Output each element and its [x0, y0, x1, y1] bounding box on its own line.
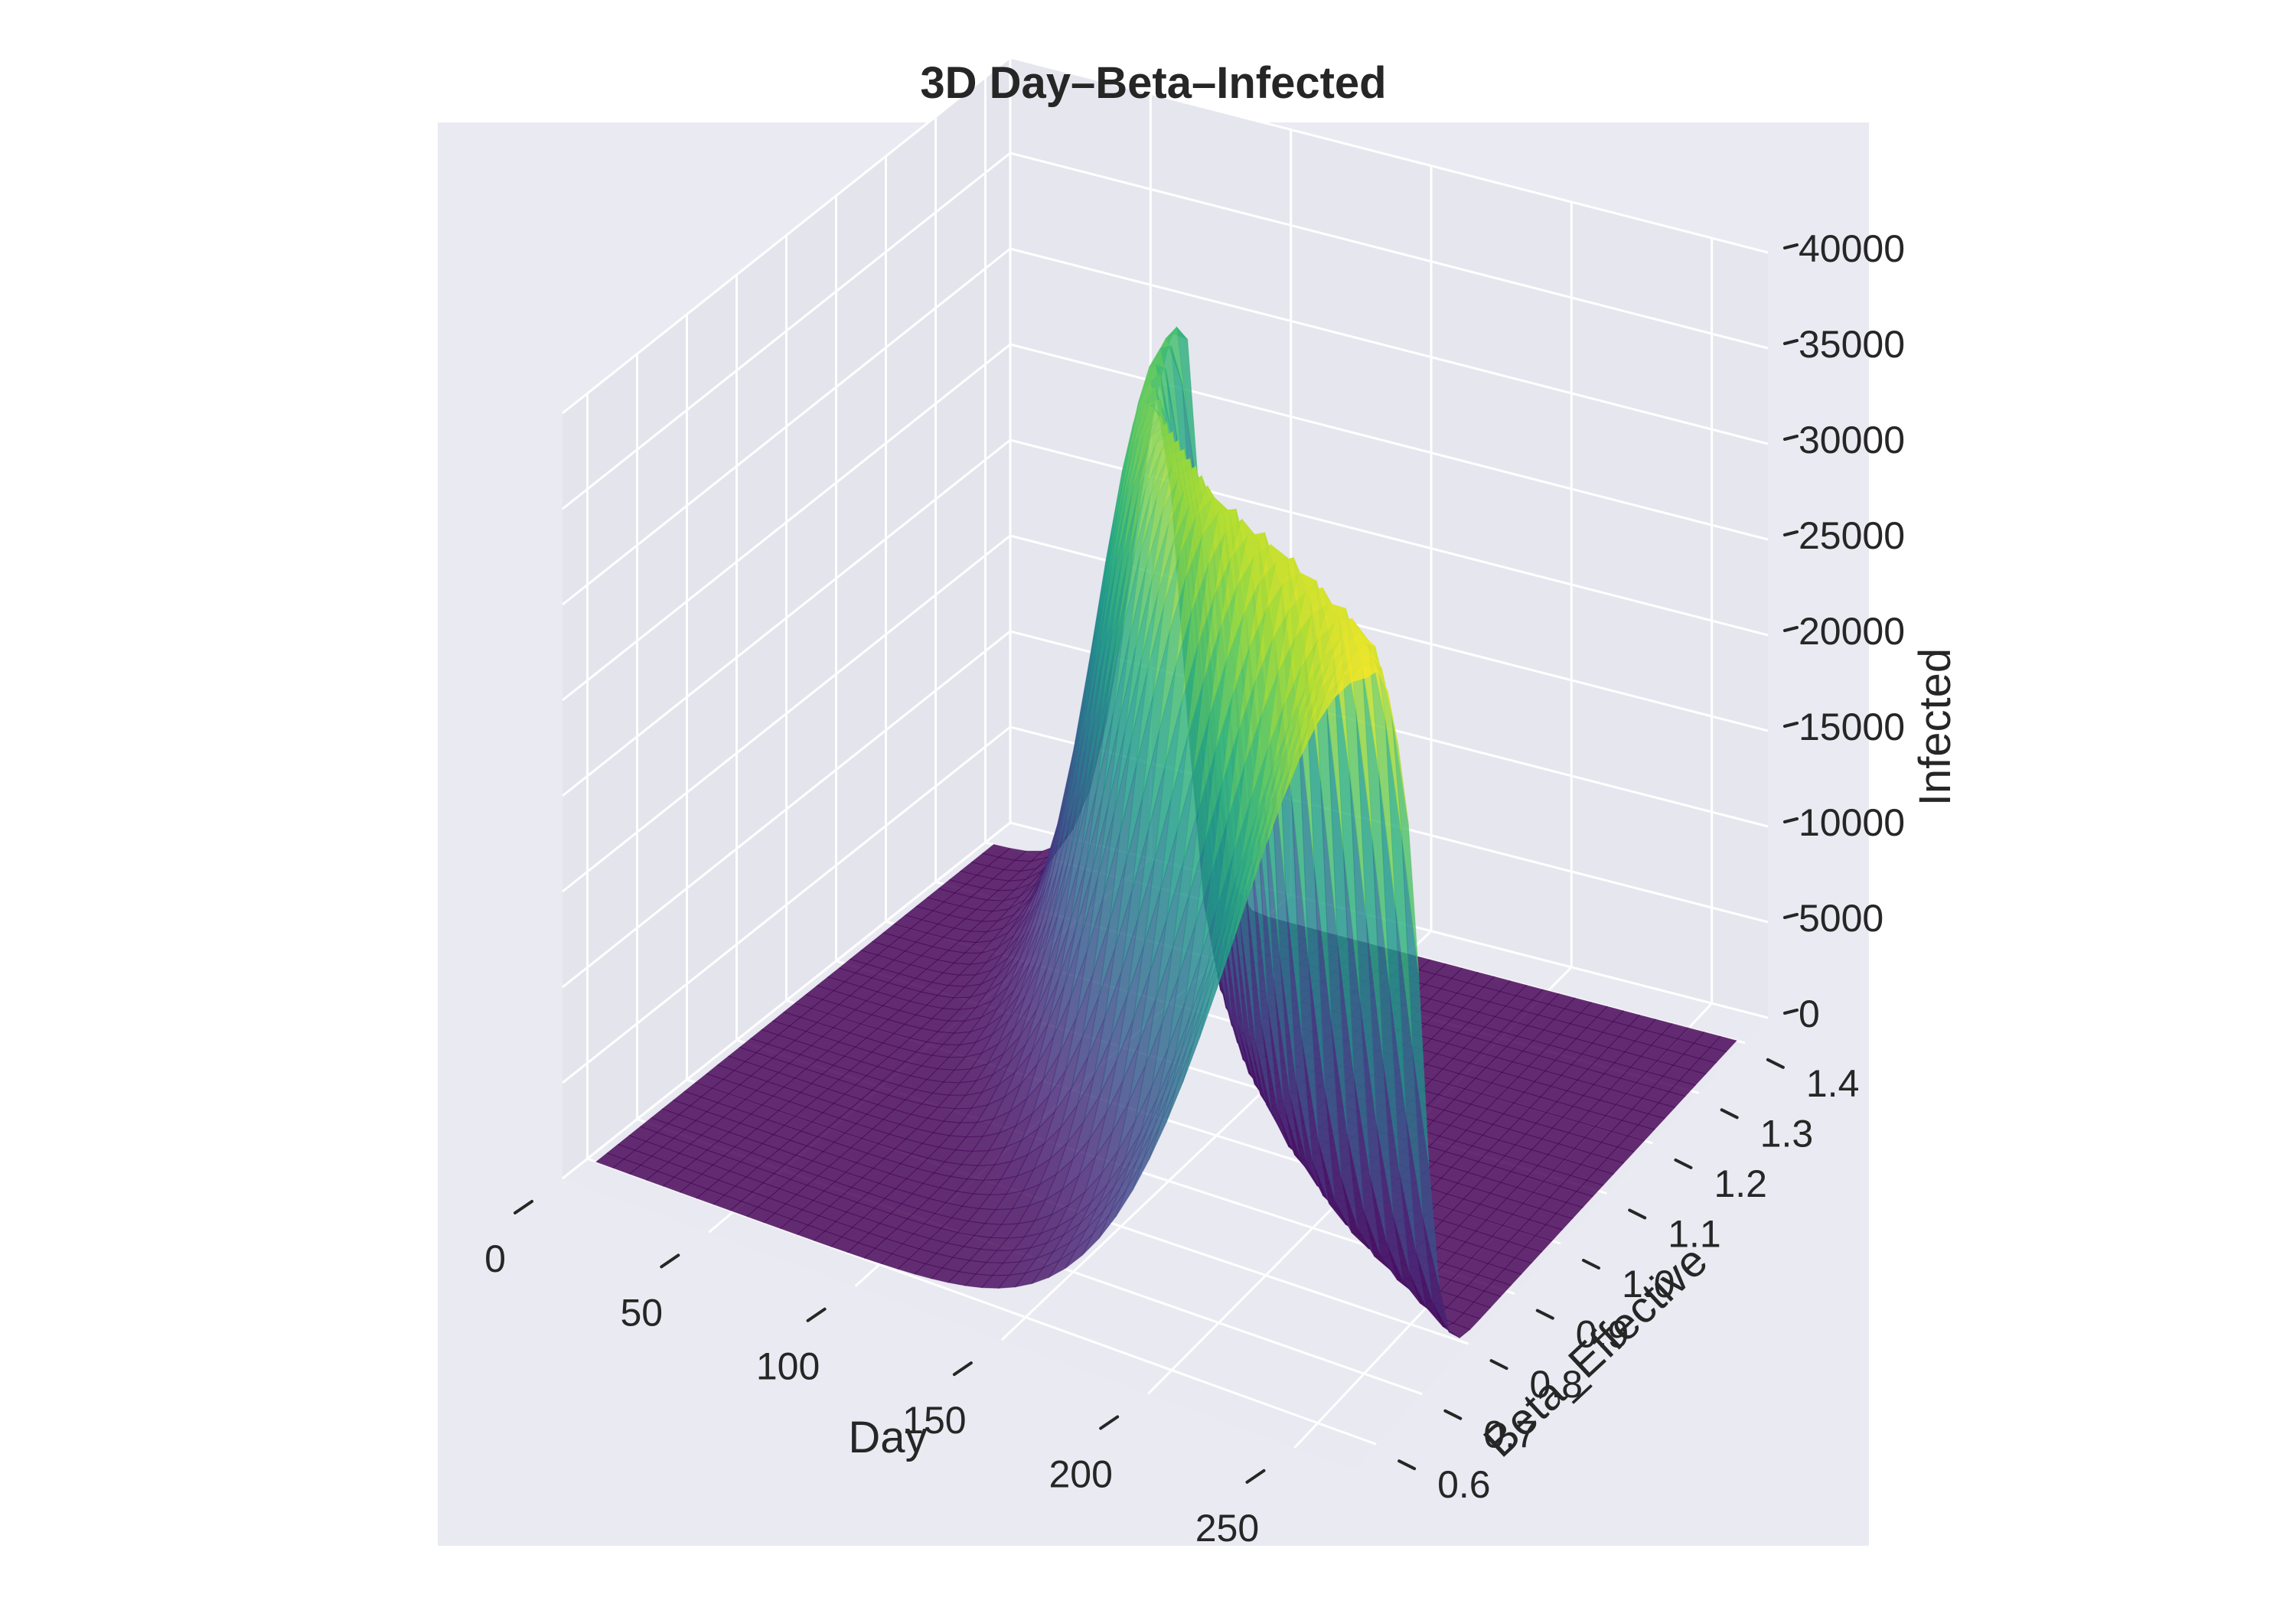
x-tick-label: 250 — [1195, 1507, 1259, 1550]
x-tick-label: 100 — [756, 1345, 820, 1388]
z-tick-label: 10000 — [1799, 801, 1905, 844]
y-tick-label: 1.4 — [1806, 1062, 1860, 1105]
x-tick-label: 0 — [484, 1237, 506, 1280]
y-tick-label: 0.6 — [1437, 1463, 1491, 1506]
y-tick-label: 1.2 — [1714, 1162, 1767, 1205]
z-tick-label: 5000 — [1799, 897, 1883, 940]
x-tick-label: 50 — [620, 1291, 663, 1334]
z-tick-label: 30000 — [1799, 419, 1905, 461]
z-tick-label: 15000 — [1799, 706, 1905, 748]
x-tick-label: 200 — [1049, 1452, 1112, 1495]
chart-title: 3D Day–Beta–Infected — [920, 58, 1386, 108]
z-tick-label: 0 — [1799, 993, 1820, 1035]
x-axis-label: Day — [848, 1413, 927, 1462]
z-tick-label: 40000 — [1799, 227, 1905, 270]
z-axis-label: Infected — [1910, 648, 1960, 806]
z-tick-label: 35000 — [1799, 323, 1905, 366]
z-tick-label: 25000 — [1799, 514, 1905, 557]
z-tick-label: 20000 — [1799, 610, 1905, 653]
y-tick-label: 1.3 — [1760, 1112, 1814, 1155]
